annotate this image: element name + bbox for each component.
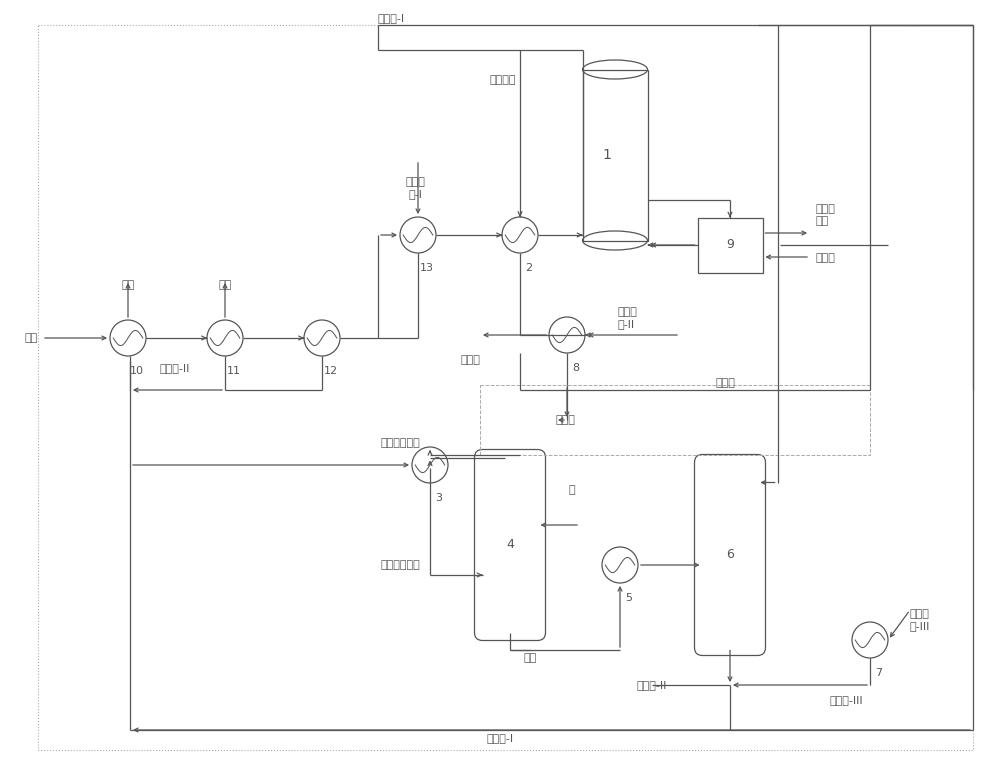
Text: 产品气: 产品气: [555, 415, 575, 425]
Text: 第一换热产物: 第一换热产物: [380, 438, 420, 448]
Text: 低压蔭
汽-II: 低压蔭 汽-II: [618, 307, 638, 329]
Bar: [582, 70, 648, 241]
Text: 3: 3: [436, 493, 442, 503]
Text: 界外: 界外: [218, 280, 232, 290]
Text: 产品气: 产品气: [460, 355, 480, 365]
Text: 4: 4: [506, 539, 514, 552]
Text: 污水: 污水: [523, 653, 537, 663]
Text: 净化水-I: 净化水-I: [486, 733, 514, 743]
Text: 界外: 界外: [121, 280, 135, 290]
Text: 低压蔭
汽-I: 低压蔭 汽-I: [405, 177, 425, 199]
Text: 2: 2: [525, 263, 533, 273]
Text: 11: 11: [227, 366, 241, 376]
Text: 低压蔭
汽-III: 低压蔭 汽-III: [910, 609, 930, 631]
Text: 1: 1: [603, 148, 611, 162]
Text: 产物物流: 产物物流: [490, 75, 516, 85]
Text: 7: 7: [875, 668, 883, 678]
Text: 净化水-II: 净化水-II: [637, 680, 667, 690]
Text: 5: 5: [626, 593, 633, 603]
Text: 甜醇: 甜醇: [25, 333, 38, 343]
Text: 凝结水-II: 凝结水-II: [160, 363, 190, 373]
Text: 6: 6: [726, 549, 734, 561]
Text: 13: 13: [420, 263, 434, 273]
Text: 净化水-III: 净化水-III: [830, 695, 864, 705]
Text: 除氧水: 除氧水: [815, 253, 835, 263]
Text: 8: 8: [572, 363, 580, 373]
Text: 中高压
蔭汽: 中高压 蔭汽: [815, 204, 835, 226]
Text: 9: 9: [726, 238, 734, 252]
Bar: [698, 217, 763, 272]
Text: 10: 10: [130, 366, 144, 376]
Text: 凝结水-I: 凝结水-I: [378, 13, 405, 23]
Bar: [480, 385, 870, 455]
Text: 水: 水: [568, 485, 575, 495]
Text: 汽提气: 汽提气: [715, 378, 735, 388]
Text: 12: 12: [324, 366, 338, 376]
Text: 第二换热产物: 第二换热产物: [380, 560, 420, 570]
